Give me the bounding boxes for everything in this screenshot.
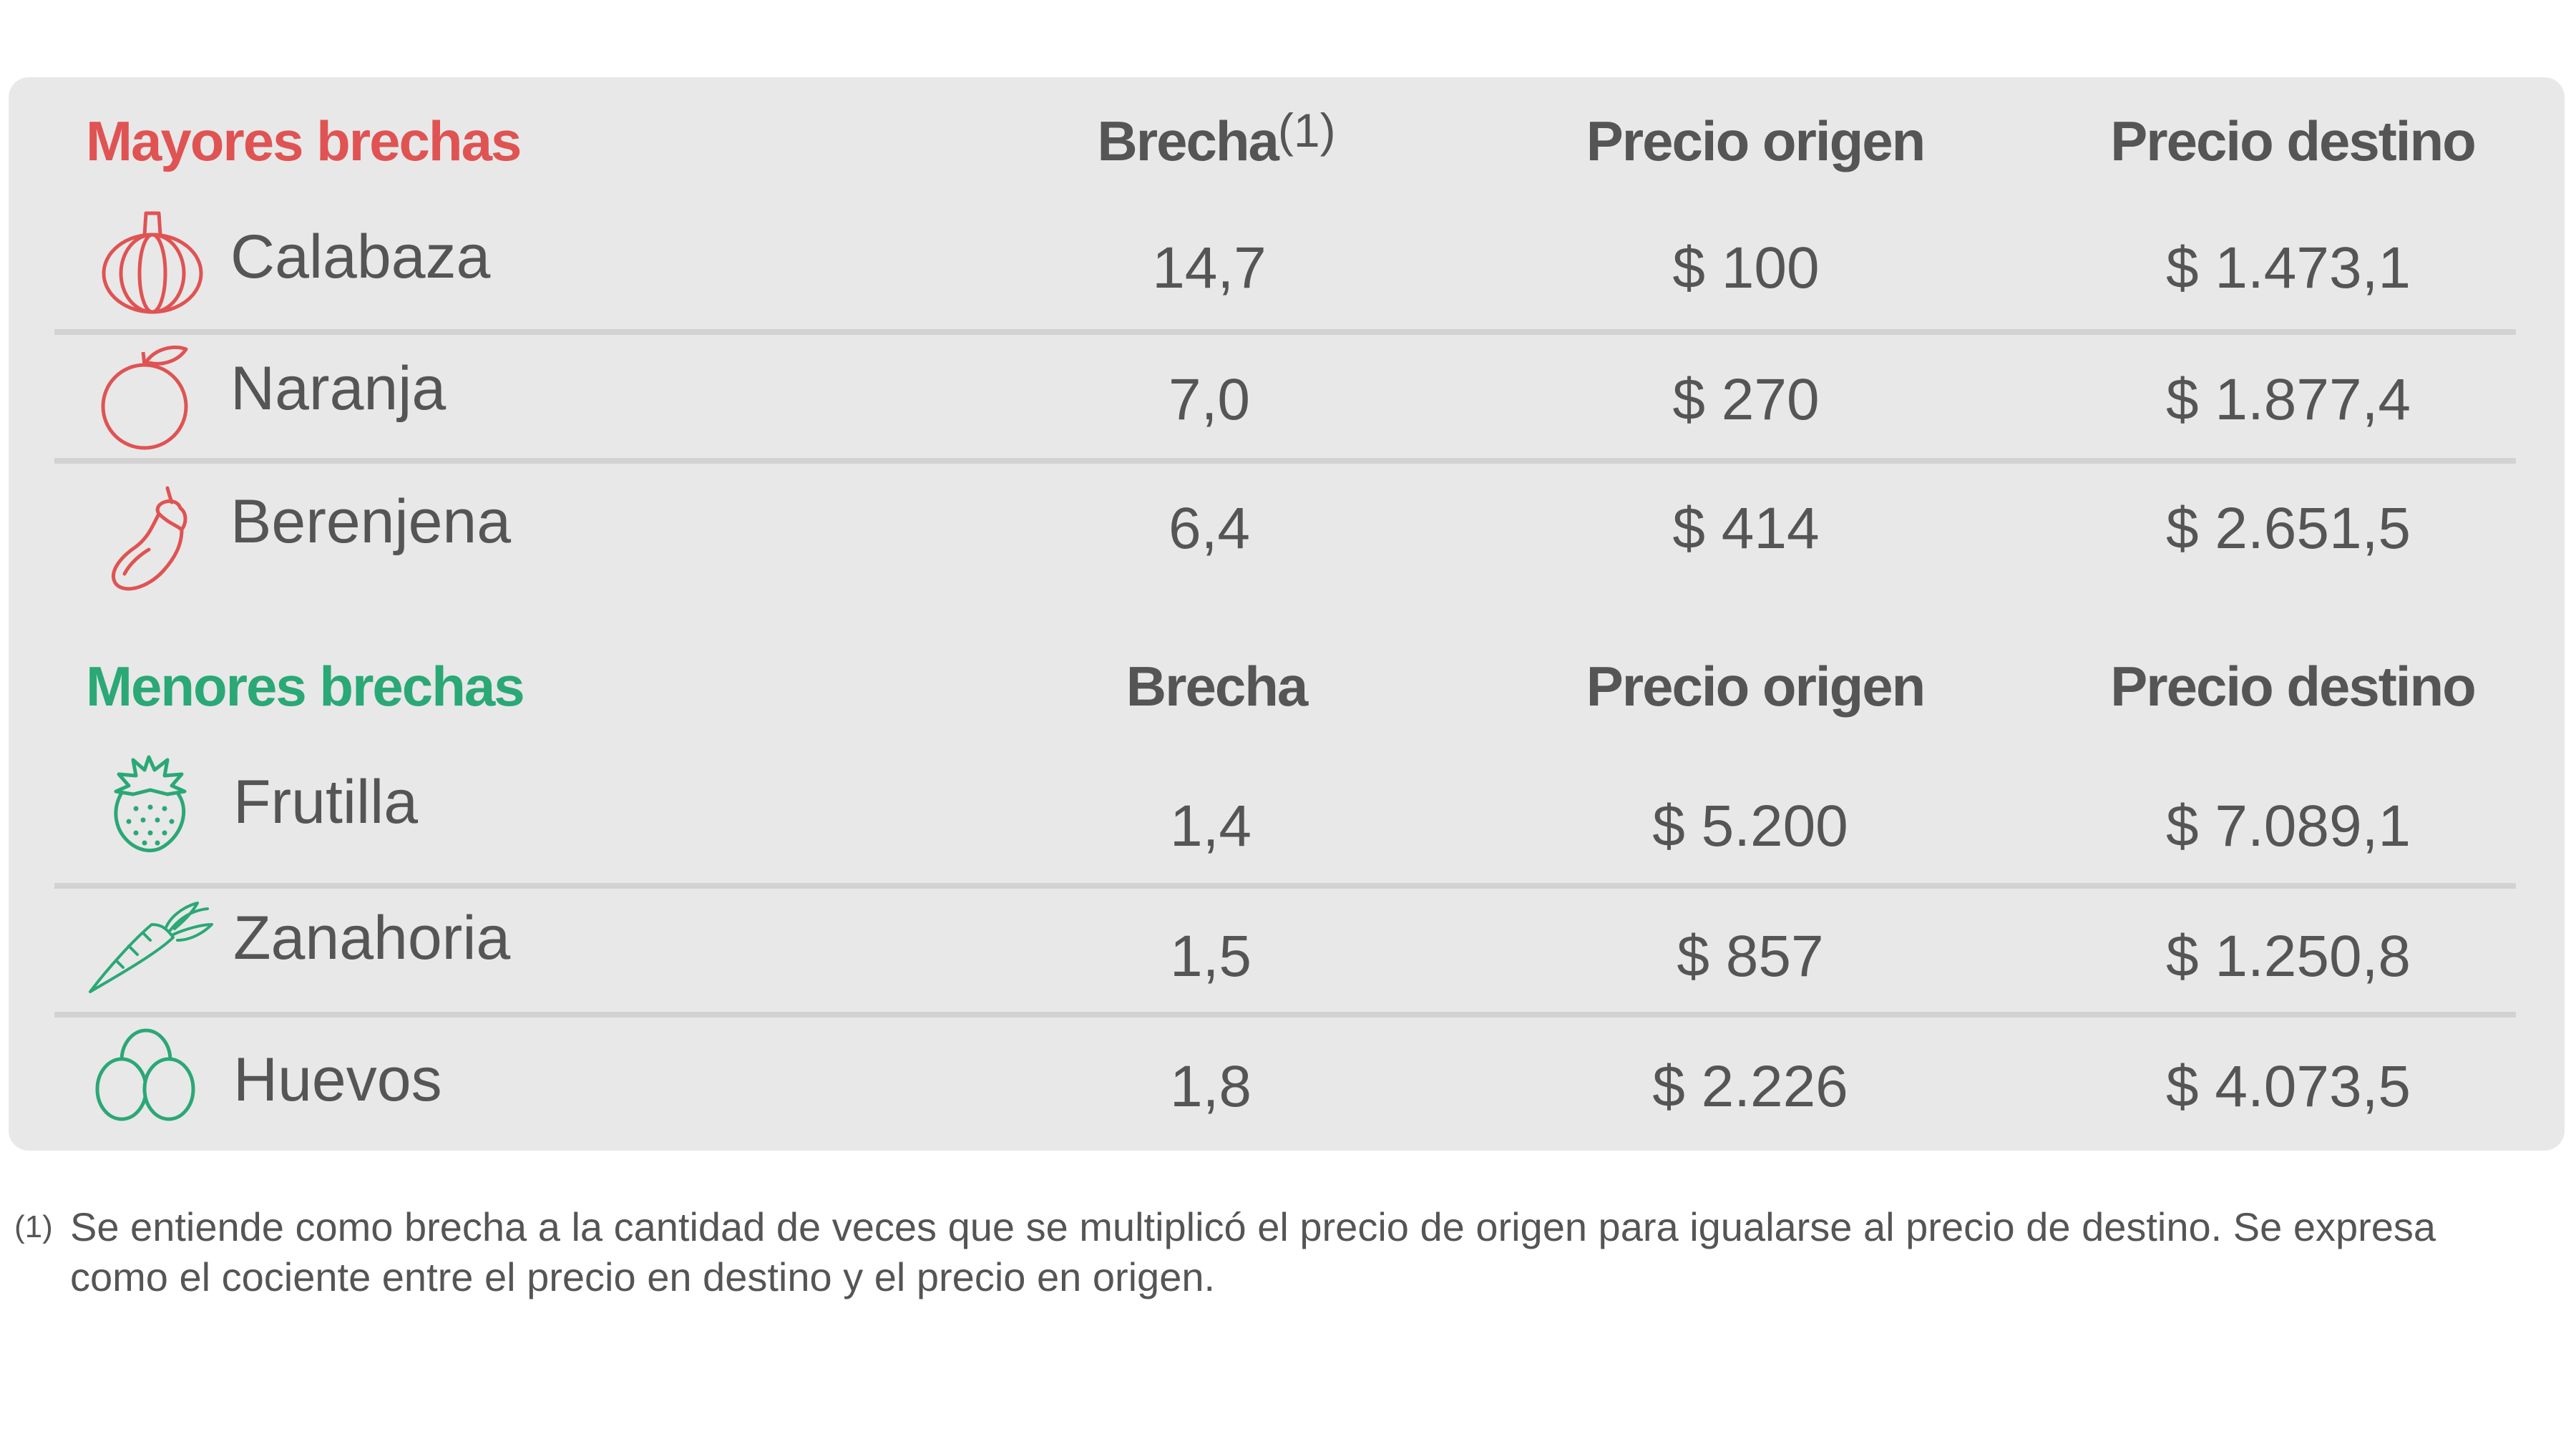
header-precio-origen-mayores: Precio origen	[1586, 109, 1926, 172]
row-origen-berenjena: $ 414	[1672, 496, 1820, 561]
row-name-calabaza: Calabaza	[230, 223, 491, 291]
row-origen-calabaza: $ 100	[1672, 235, 1820, 301]
row-destino-naranja: $ 1.877,4	[2166, 367, 2411, 432]
header-precio-destino-mayores: Precio destino	[2110, 109, 2476, 172]
eggplant-icon	[107, 485, 192, 592]
strawberry-icon	[107, 753, 192, 854]
row-destino-huevos: $ 4.073,5	[2166, 1054, 2411, 1119]
price-gap-panel	[9, 77, 2565, 1151]
pumpkin-icon	[100, 208, 205, 315]
row-brecha-zanahoria: 1,5	[1170, 924, 1252, 989]
row-name-huevos: Huevos	[233, 1045, 442, 1114]
orange-icon	[99, 342, 192, 451]
row-destino-zanahoria: $ 1.250,8	[2166, 924, 2411, 989]
row-destino-calabaza: $ 1.473,1	[2166, 235, 2411, 301]
row-brecha-berenjena: 6,4	[1169, 496, 1250, 561]
row-name-berenjena: Berenjena	[230, 487, 512, 556]
row-name-naranja: Naranja	[230, 354, 447, 423]
row-origen-zanahoria: $ 857	[1677, 924, 1824, 989]
footnote-text: Se entiende como brecha a la cantidad de…	[70, 1204, 2436, 1299]
footnote-ref: (1)	[1277, 104, 1336, 157]
row-brecha-naranja: 7,0	[1169, 367, 1250, 432]
row-origen-naranja: $ 270	[1672, 367, 1820, 432]
row-brecha-huevos: 1,8	[1170, 1054, 1252, 1119]
header-precio-destino-menores: Precio destino	[2110, 655, 2476, 718]
header-precio-origen-menores: Precio origen	[1586, 655, 1926, 718]
section-title-mayores: Mayores brechas	[86, 109, 522, 172]
row-divider	[54, 1012, 2516, 1018]
carrot-icon	[86, 900, 215, 995]
row-destino-berenjena: $ 2.651,5	[2166, 496, 2411, 561]
row-divider	[54, 883, 2516, 889]
row-origen-frutilla: $ 5.200	[1652, 794, 1848, 859]
row-divider	[54, 329, 2516, 335]
row-name-zanahoria: Zanahoria	[233, 904, 511, 972]
footnote-mark: (1)	[14, 1209, 53, 1244]
section-title-menores: Menores brechas	[86, 655, 525, 718]
row-divider	[54, 458, 2516, 464]
header-brecha-mayores: Brecha(1)	[1097, 104, 1336, 172]
eggs-icon	[93, 1028, 199, 1123]
row-name-frutilla: Frutilla	[233, 768, 419, 836]
row-brecha-frutilla: 1,4	[1170, 794, 1252, 859]
row-brecha-calabaza: 14,7	[1152, 235, 1267, 301]
row-origen-huevos: $ 2.226	[1652, 1054, 1848, 1119]
row-destino-frutilla: $ 7.089,1	[2166, 794, 2411, 859]
header-brecha-menores: Brecha	[1126, 655, 1308, 718]
